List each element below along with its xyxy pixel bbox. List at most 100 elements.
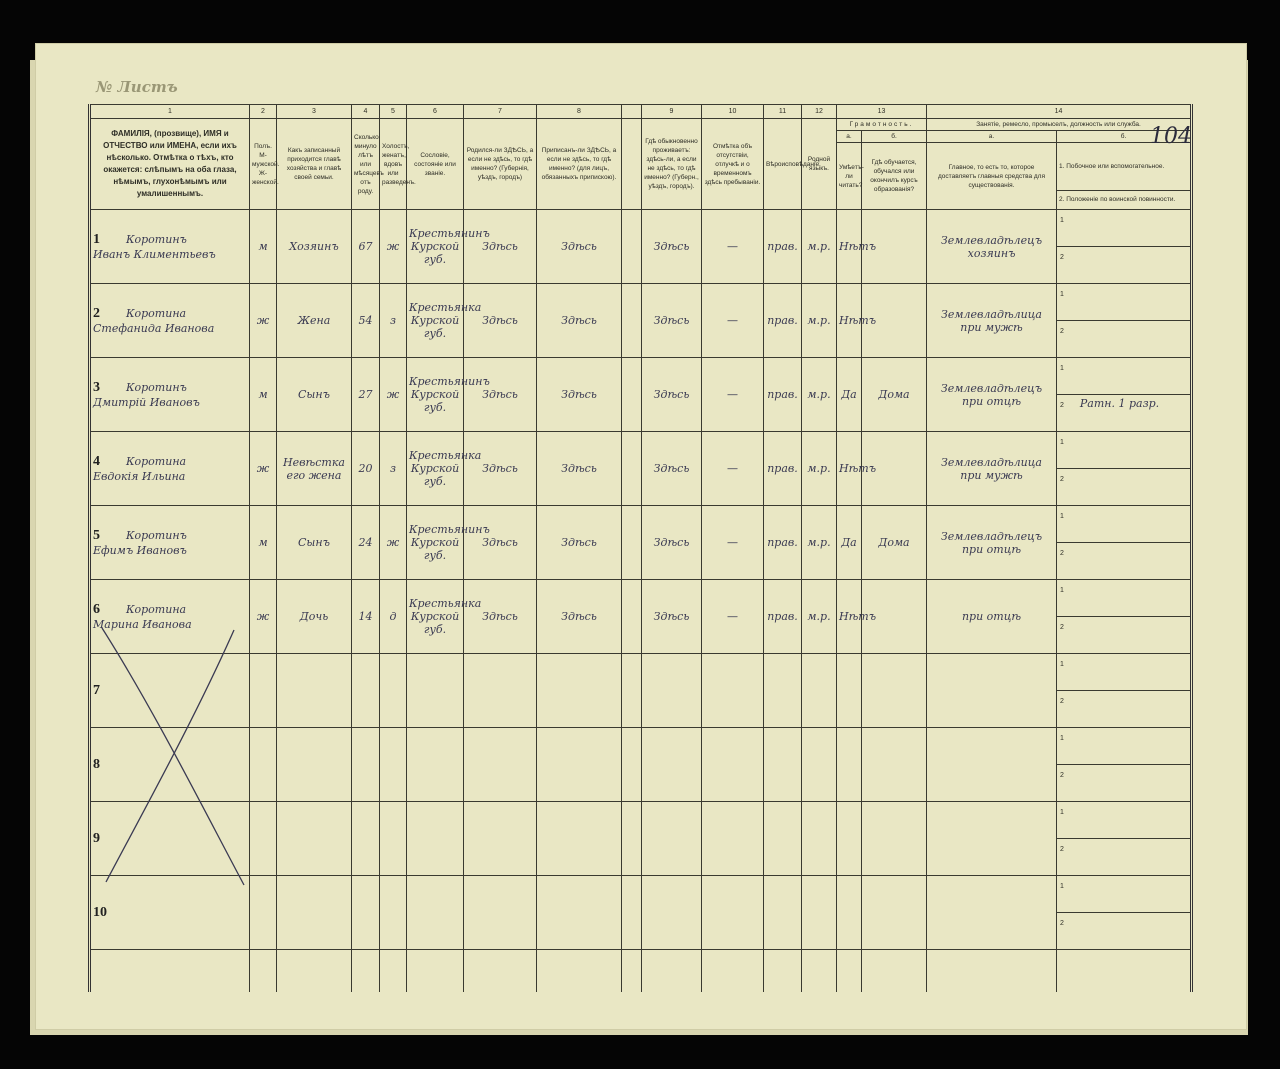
empty-cell xyxy=(701,949,764,992)
col-number: 1 xyxy=(88,104,250,119)
header-military: 2. Положеніе по воинской повинности. xyxy=(1056,189,1194,210)
cell-occ xyxy=(926,727,1058,802)
header-marital: Холостъ, женатъ, вдовъ или разведенъ. xyxy=(379,118,416,210)
empty-cell xyxy=(536,949,622,992)
cell-born: Здѣсь xyxy=(463,283,537,358)
cell-lives xyxy=(641,801,702,876)
cell-rel2: прав. xyxy=(763,209,802,284)
cell-age xyxy=(351,801,380,876)
cell-occ: Землевладѣлецъ при отцѣ xyxy=(926,357,1058,432)
empty-cell xyxy=(801,949,837,992)
table-row: 2 xyxy=(90,912,1194,950)
header-absence: Отмѣтка объ отсутствіи, отлучкѣ и о врем… xyxy=(701,118,764,210)
empty-cell xyxy=(276,949,352,992)
cell-mar: з xyxy=(379,431,407,506)
cell-rel: Хозяинъ xyxy=(276,209,352,284)
cell-lives xyxy=(641,653,702,728)
table-row: 4 Коротина Евдокія Ильина ж Невѣстка его жен… xyxy=(88,431,1194,506)
cell-estate: Крестьянинъ Курской губ. xyxy=(406,209,490,284)
cell-lang xyxy=(801,801,837,876)
cell-absent xyxy=(701,801,764,876)
empty-cell xyxy=(249,949,277,992)
cell-sex: ж xyxy=(249,283,277,358)
cell-rel2 xyxy=(763,653,802,728)
col-number: 7 xyxy=(463,104,537,119)
header-registered: Приписанъ-ли ЗДѢСЬ, а если не здѣсь, то … xyxy=(536,118,622,210)
row-number: 5 xyxy=(93,528,100,543)
empty-tail-row xyxy=(88,949,1194,992)
cell-lang: м.р. xyxy=(801,505,837,580)
cell-reg: Здѣсь xyxy=(536,431,622,506)
cell-military: 2 xyxy=(1056,912,1194,950)
sub-label: 1 xyxy=(1060,661,1064,668)
cell-military: 2 xyxy=(1056,320,1194,358)
cell-reg xyxy=(536,727,622,802)
empty-cell xyxy=(379,949,407,992)
cell-absent xyxy=(701,727,764,802)
cell-side-occupation: 1 xyxy=(1056,801,1194,839)
cell-read xyxy=(836,801,862,876)
empty-cell xyxy=(641,949,702,992)
sub-label: 2 xyxy=(1060,772,1064,779)
cell-age: 27 xyxy=(351,357,380,432)
cell-age xyxy=(351,653,380,728)
cell-reg: Здѣсь xyxy=(536,505,622,580)
blank-col xyxy=(621,579,642,654)
header-estate: Сословіе, состояніе или званіе. xyxy=(406,118,464,210)
cell-reg: Здѣсь xyxy=(536,283,622,358)
row-number: 7 xyxy=(93,682,100,698)
table-row: 2 xyxy=(90,320,1194,358)
cell-reg xyxy=(536,801,622,876)
sub-label: 1 xyxy=(1060,587,1064,594)
cell-lives: Здѣсь xyxy=(641,283,702,358)
cell-age: 67 xyxy=(351,209,380,284)
table-row: 2 xyxy=(90,542,1194,580)
cell-absent: — xyxy=(701,283,764,358)
cell-born xyxy=(463,653,537,728)
empty-cell xyxy=(621,949,642,992)
cell-occ xyxy=(926,801,1058,876)
name-cell: 1 Коротинъ Иванъ Климентьевъ xyxy=(88,209,250,284)
cell-rel2 xyxy=(763,875,802,950)
sub-label: 1 xyxy=(1060,365,1064,372)
table-row: 3 Коротинъ Дмитрій Ивановъ м Сынъ 27 ж Крестьян… xyxy=(88,357,1194,432)
cell-lang: м.р. xyxy=(801,357,837,432)
cell-reg: Здѣсь xyxy=(536,579,622,654)
cell-estate: Крестьянка Курской губ. xyxy=(406,283,481,358)
sub-letter: а. xyxy=(926,130,1058,143)
col-number: 12 xyxy=(801,104,837,119)
given-names: Ефимъ Ивановъ xyxy=(93,544,187,557)
cell-rel: Дочь xyxy=(276,579,352,654)
cell-rel xyxy=(276,727,352,802)
blank-col xyxy=(621,801,642,876)
cell-reg: Здѣсь xyxy=(536,209,622,284)
blank-col xyxy=(621,653,642,728)
cell-age xyxy=(351,875,380,950)
header-residence: Гдѣ обыкновенно проживаетъ: здѣсь-ли, а … xyxy=(641,118,702,210)
sub-label: 1 xyxy=(1060,513,1064,520)
blank-col xyxy=(621,209,642,284)
row-number: 4 xyxy=(93,454,100,469)
surname: Коротина xyxy=(126,307,187,320)
cell-military: 2 xyxy=(1056,542,1194,580)
cell-absent: — xyxy=(701,431,764,506)
cell-occ: Землевладѣлецъ при отцѣ xyxy=(926,505,1058,580)
cell-rel2: прав. xyxy=(763,579,802,654)
cell-rel: Сынъ xyxy=(276,505,352,580)
cell-estate: Крестьянка Курской губ. xyxy=(406,431,481,506)
sub-label: 2 xyxy=(1060,920,1064,927)
cell-lang xyxy=(801,653,837,728)
census-table: 1 2 3 4 5 6 7 8 9 10 11 12 13 14 ФАМИЛІЯ… xyxy=(88,104,1194,992)
cell-absent: — xyxy=(701,579,764,654)
blank-col xyxy=(621,431,642,506)
crossed-out-mark xyxy=(101,627,245,886)
cell-estate: Крестьянинъ Курской губ. xyxy=(406,505,490,580)
cell-rel2 xyxy=(763,727,802,802)
cell-estate: Крестьянка Курской губ. xyxy=(406,579,481,654)
cell-military: 2 xyxy=(1056,764,1194,802)
sub-label: 2 xyxy=(1060,698,1064,705)
cell-lives xyxy=(641,875,702,950)
cell-mar: з xyxy=(379,283,407,358)
cell-absent: — xyxy=(701,505,764,580)
